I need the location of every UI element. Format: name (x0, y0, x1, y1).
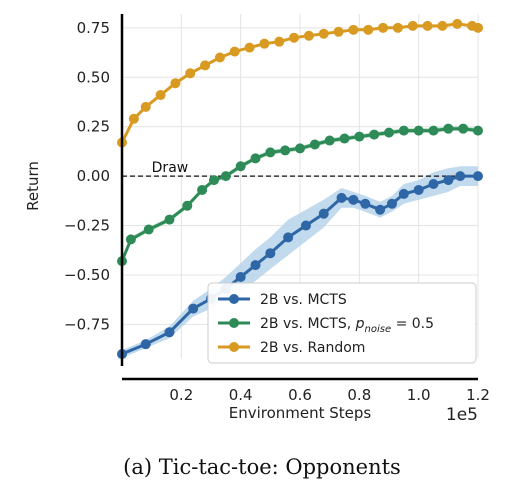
series-1-point-23 (458, 123, 469, 134)
series-1-point-6 (208, 175, 219, 186)
series-2-point-14 (318, 28, 329, 39)
axes (120, 14, 478, 381)
series-2-point-18 (378, 22, 389, 33)
series-2-point-13 (303, 30, 314, 41)
y-tick-label-6: −0.75 (64, 315, 110, 333)
legend-swatch-marker-1 (229, 318, 239, 328)
tick-labels: 0.2 0.4 0.6 0.8 1.0 1.2 0.75 0.50 0.25 0.00 −0.25 −… (64, 19, 490, 404)
figure-caption: (a) Tic-tac-toe: Opponents (123, 455, 401, 479)
series-1-point-12 (295, 143, 305, 154)
series-1-point-5 (197, 184, 208, 195)
y-tick-label-1: 0.50 (77, 68, 110, 86)
series-0-point-13 (348, 194, 359, 205)
series-2-point-17 (363, 24, 374, 35)
series-1-point-20 (413, 125, 424, 136)
series-0-point-3 (188, 303, 199, 314)
series-2-point-19 (392, 22, 403, 33)
series-2-point-9 (244, 42, 255, 53)
series-2-point-20 (407, 20, 418, 31)
y-tick-label-2: 0.25 (77, 118, 110, 136)
series-2-point-10 (259, 38, 270, 49)
series-1-point-7 (220, 171, 231, 182)
x-axis-label: Environment Steps (229, 404, 372, 422)
series-0-point-19 (428, 179, 439, 190)
series-0-point-1 (140, 339, 151, 350)
series-1-point-17 (369, 129, 380, 140)
x-tick-label-1: 0.4 (229, 386, 253, 404)
series-1-point-3 (164, 214, 175, 225)
series-1-point-18 (384, 127, 394, 138)
x-tick-label-2: 0.6 (288, 386, 312, 404)
series-0-point-17 (398, 188, 409, 199)
annotation-label-0: Draw (152, 160, 189, 176)
y-tick-label-3: 0.00 (77, 167, 110, 185)
series-2-point-7 (214, 52, 225, 63)
series-1-point-2 (143, 224, 154, 235)
series-2-point-5 (185, 68, 196, 79)
series-0-point-2 (164, 327, 175, 338)
series-1-point-15 (339, 133, 350, 144)
legend-frame (207, 282, 477, 364)
series-1-point-8 (235, 161, 246, 172)
legend-label-1: 2B vs. MCTS, pnoise = 0.5 (260, 316, 434, 335)
series-1-point-1 (125, 234, 136, 245)
draw-reference: Draw (122, 160, 478, 177)
legend-swatch-marker-0 (229, 294, 239, 304)
series-1-point-24 (473, 125, 483, 136)
series-1-point-4 (182, 200, 193, 211)
series-2-point-4 (170, 78, 181, 89)
series-0-point-7 (250, 260, 261, 271)
series-0-point-16 (386, 198, 397, 209)
series-1-point-22 (443, 123, 454, 134)
series-0-point-14 (360, 198, 371, 209)
series-lines (117, 18, 483, 360)
series-2-point-23 (452, 18, 463, 29)
series-1-point-10 (265, 147, 276, 158)
series-2-point-3 (155, 90, 166, 101)
series-0-point-12 (336, 192, 347, 203)
x-tick-label-0: 0.2 (169, 386, 193, 404)
series-0-point-22 (473, 171, 483, 182)
series-2-point-1 (128, 113, 139, 124)
series-2-point-8 (229, 46, 240, 57)
legend: 2B vs. MCTS 2B vs. MCTS, pnoise = 0.5 2B v… (207, 282, 477, 364)
series-2-point-6 (200, 60, 211, 71)
series-0-point-21 (455, 171, 466, 182)
series-0-point-15 (375, 204, 386, 215)
series-0-point-20 (443, 175, 454, 186)
x-scale-factor: 1e5 (446, 405, 478, 425)
y-axis-label: Return (24, 161, 42, 211)
series-2-point-16 (348, 24, 359, 35)
series-1-point-9 (250, 153, 261, 164)
series-2-point-21 (422, 20, 433, 31)
legend-label-2: 2B vs. Random (260, 340, 365, 356)
series-0-point-9 (283, 232, 294, 243)
y-tick-label-5: −0.50 (64, 266, 110, 284)
y-tick-label-4: −0.25 (64, 217, 110, 235)
series-2-point-2 (140, 101, 151, 112)
series-2-point-11 (274, 36, 285, 47)
series-0-point-18 (413, 184, 424, 195)
series-1-point-14 (324, 135, 335, 146)
x-tick-label-4: 1.0 (407, 386, 431, 404)
series-2-point-15 (333, 26, 344, 37)
x-tick-label-5: 1.2 (466, 386, 490, 404)
series-2-point-25 (473, 22, 483, 33)
series-1-point-13 (309, 139, 320, 150)
legend-swatch-marker-2 (229, 342, 239, 352)
series-0-point-8 (265, 248, 276, 259)
x-tick-label-3: 0.8 (347, 386, 371, 404)
series-1-point-16 (354, 131, 365, 142)
legend-label-0: 2B vs. MCTS (260, 292, 347, 308)
series-0-point-10 (300, 220, 311, 231)
series-0-point-11 (318, 208, 329, 219)
series-2-point-12 (289, 32, 300, 43)
series-2-point-22 (437, 20, 448, 31)
series-1-point-21 (428, 125, 439, 136)
y-tick-label-0: 0.75 (77, 19, 110, 37)
series-1-point-11 (280, 145, 291, 156)
series-1-point-19 (398, 125, 409, 136)
series-0-point-6 (235, 271, 246, 282)
